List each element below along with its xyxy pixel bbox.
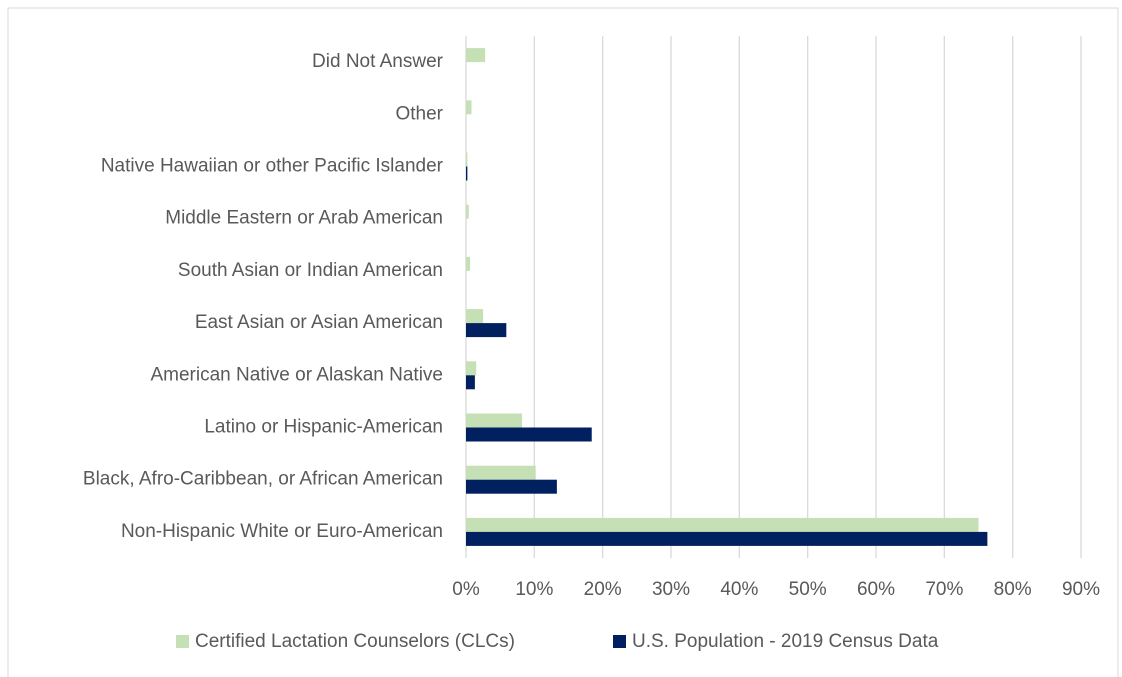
y-tick-label: South Asian or Indian American: [178, 260, 443, 281]
y-tick-label: Native Hawaiian or other Pacific Islande…: [101, 156, 444, 177]
chart-frame: [7, 7, 1119, 677]
y-tick-label: East Asian or Asian American: [195, 312, 443, 333]
x-tick-label: 50%: [789, 579, 827, 600]
y-tick-label: Latino or Hispanic-American: [204, 417, 443, 438]
y-tick-label: Other: [395, 103, 443, 124]
legend-swatch: [176, 635, 189, 648]
bar: [466, 204, 469, 219]
y-tick-label: Did Not Answer: [312, 51, 444, 72]
bar: [466, 413, 523, 428]
x-tick-label: 90%: [1062, 579, 1100, 600]
x-tick-label: 20%: [584, 579, 622, 600]
bar: [466, 465, 536, 480]
y-tick-label: Middle Eastern or Arab American: [165, 208, 443, 229]
y-tick-label: American Native or Alaskan Native: [150, 364, 443, 385]
legend-swatch: [613, 635, 626, 648]
bar: [466, 309, 484, 324]
x-tick-label: 40%: [720, 579, 758, 600]
x-tick-label: 10%: [515, 579, 553, 600]
bar: [466, 152, 468, 167]
bar: [466, 48, 486, 63]
bar: [466, 323, 507, 338]
bar: [466, 375, 475, 390]
bar: [466, 166, 468, 181]
y-tick-label: Non-Hispanic White or Euro-American: [121, 521, 443, 542]
bar: [466, 531, 988, 546]
y-tick-label: Black, Afro-Caribbean, or African Americ…: [83, 469, 443, 490]
bar: [466, 361, 477, 376]
x-tick-label: 30%: [652, 579, 690, 600]
legend-label: Certified Lactation Counselors (CLCs): [195, 631, 515, 652]
bar: [466, 517, 979, 532]
x-tick-label: 70%: [925, 579, 963, 600]
bar: [466, 479, 557, 494]
bar: [466, 100, 472, 115]
x-tick-label: 0%: [452, 579, 480, 600]
x-tick-label: 60%: [857, 579, 895, 600]
legend-label: U.S. Population - 2019 Census Data: [632, 631, 939, 652]
bar: [466, 256, 471, 271]
bar: [466, 427, 592, 442]
x-tick-label: 80%: [994, 579, 1032, 600]
